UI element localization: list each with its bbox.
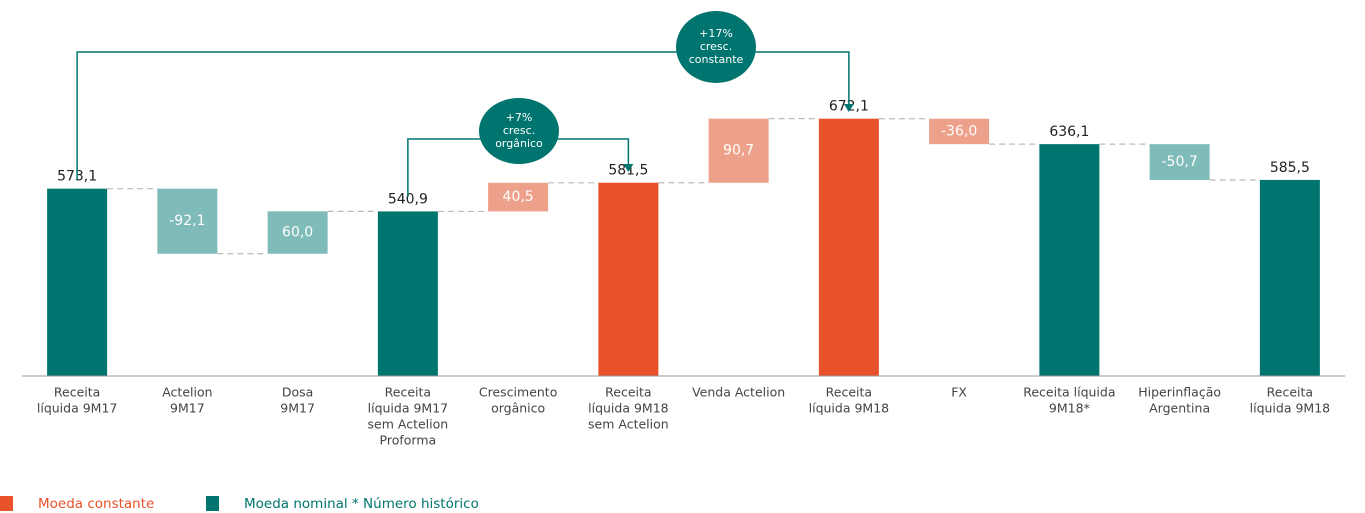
value-label: 585,5 (1270, 160, 1310, 176)
annotation-text: +7% (506, 111, 533, 124)
value-label: -50,7 (1162, 154, 1198, 170)
legend-note: * Número histórico (352, 496, 479, 512)
arrow-head (843, 104, 854, 112)
x-tick-label: líquida 9M18 (588, 401, 669, 416)
x-tick-label: líquida 9M18 (809, 401, 890, 416)
x-tick-label: líquida 9M18 (1250, 401, 1331, 416)
annotation-text: cresc. (700, 40, 732, 53)
legend-label: Moeda nominal (244, 496, 348, 512)
x-tick-label: Receita (54, 385, 100, 400)
x-tick-label: orgânico (491, 401, 545, 416)
value-label: 60,0 (282, 225, 313, 241)
value-label: 40,5 (503, 189, 534, 205)
bar (929, 118, 990, 145)
bar (47, 188, 108, 376)
arrow-head (623, 164, 634, 172)
x-tick-label: Actelion (162, 385, 212, 400)
bar (157, 188, 218, 254)
x-tick-label: Argentina (1149, 401, 1210, 416)
x-tick-label: Receita (385, 385, 431, 400)
x-tick-label: líquida 9M17 (37, 401, 118, 416)
bar (818, 118, 879, 376)
annotation-bubble (676, 11, 756, 83)
legend-label: Moeda constante (38, 496, 154, 512)
x-tick-label: Receita (1267, 385, 1313, 400)
value-label: 540,9 (388, 191, 428, 207)
bar (598, 182, 659, 376)
x-tick-label: 9M17 (170, 401, 205, 416)
x-tick-label: Dosa (282, 385, 313, 400)
bar (1149, 144, 1210, 180)
annotation-text: orgânico (495, 137, 543, 150)
value-label: -36,0 (941, 123, 977, 139)
x-tick-label: Hiperinflação (1138, 385, 1221, 400)
x-tick-label: Venda Actelion (692, 385, 785, 400)
annotation-text: +17% (699, 27, 733, 40)
bar (488, 182, 549, 212)
x-tick-label: 9M18* (1049, 401, 1090, 416)
x-tick-label: Receita (605, 385, 651, 400)
annotation-bubble (479, 98, 559, 164)
value-label: 636,1 (1049, 124, 1089, 140)
x-tick-label: sem Actelion (368, 417, 449, 432)
x-tick-label: sem Actelion (588, 417, 669, 432)
bar (708, 118, 769, 183)
annotation-text: cresc. (503, 124, 535, 137)
annotation-connector (76, 51, 850, 180)
bar (377, 211, 438, 376)
value-label: -92,1 (169, 213, 205, 229)
bar (267, 211, 328, 254)
bar (1259, 179, 1320, 376)
legend-swatch (206, 496, 219, 511)
legend-swatch (0, 496, 13, 511)
x-tick-label: 9M17 (280, 401, 315, 416)
x-tick-label: FX (951, 385, 967, 400)
x-tick-label: Receita líquida (1023, 385, 1115, 400)
x-tick-label: Crescimento (479, 385, 557, 400)
x-tick-label: Proforma (380, 433, 437, 448)
x-tick-label: líquida 9M17 (368, 401, 449, 416)
bar (1039, 144, 1100, 376)
annotation-text: constante (689, 53, 744, 66)
x-tick-label: Receita (826, 385, 872, 400)
value-label: 90,7 (723, 143, 754, 159)
